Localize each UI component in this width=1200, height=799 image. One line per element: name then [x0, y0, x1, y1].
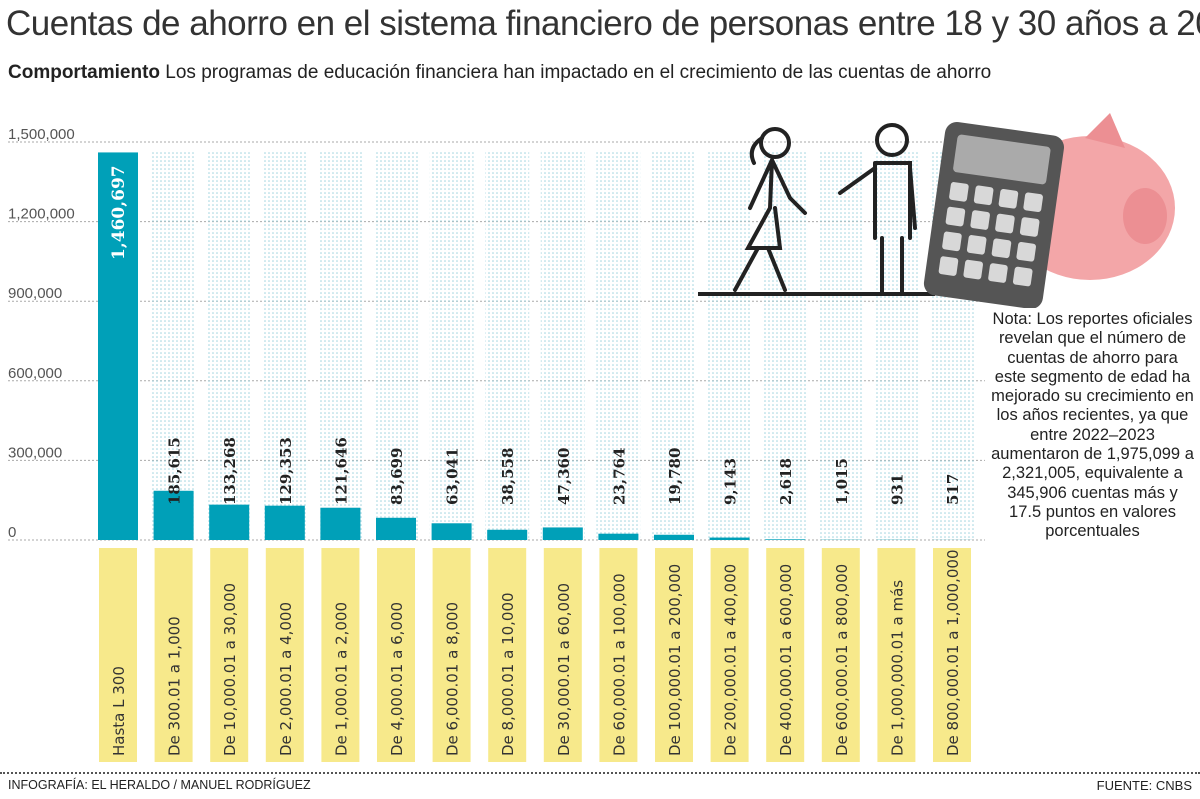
value-label: 9,143 — [722, 458, 740, 505]
page-title: Cuentas de ahorro en el sistema financie… — [6, 4, 1200, 43]
man-pointing-icon — [838, 123, 917, 295]
column-background — [652, 150, 696, 540]
category-label: De 200,000.01 a 400,000 — [722, 564, 740, 756]
category-label: Hasta L 300 — [110, 666, 128, 756]
bar — [264, 505, 305, 540]
column-background — [485, 150, 530, 540]
category-label: De 4,000.01 a 6,000 — [388, 602, 406, 756]
bar — [765, 539, 806, 540]
category-label: De 8,000.01 a 10,000 — [499, 592, 517, 756]
value-label: 121,646 — [332, 437, 350, 505]
category-label-box — [99, 548, 137, 762]
category-label-box — [210, 548, 249, 762]
subtitle-bold: Comportamiento — [8, 62, 160, 83]
footer-divider — [0, 772, 1200, 774]
column-background — [596, 150, 641, 540]
bar — [487, 529, 528, 540]
category-label: De 1,000,000.01 a más — [888, 580, 906, 756]
bar — [98, 152, 138, 540]
value-label: 517 — [944, 474, 962, 505]
bar — [320, 507, 361, 540]
value-label: 38,558 — [499, 448, 517, 505]
category-label-box — [488, 548, 527, 762]
source: FUENTE: CNBS — [1096, 778, 1192, 793]
column-background — [207, 150, 252, 540]
category-label: De 800,000.01 a 1,000,000 — [944, 550, 962, 757]
column-background — [707, 150, 752, 540]
column-background — [540, 150, 585, 540]
value-label: 83,699 — [388, 448, 406, 505]
y-tick-label: 600,000 — [8, 365, 62, 382]
column-background — [429, 150, 474, 540]
category-label-box — [432, 548, 471, 762]
category-label: De 600,000.01 a 800,000 — [833, 564, 851, 756]
subtitle: Comportamiento Los programas de educació… — [8, 62, 991, 84]
category-label-box — [599, 548, 638, 762]
category-label-box — [265, 548, 304, 762]
value-label: 47,360 — [555, 448, 573, 505]
value-label: 23,764 — [610, 448, 628, 505]
category-label-box — [821, 548, 860, 762]
category-label-box — [655, 548, 693, 762]
category-label: De 30,000.01 a 60,000 — [555, 583, 573, 756]
bar — [376, 517, 416, 540]
calculator-icon — [923, 121, 1064, 308]
value-label: 2,618 — [777, 458, 795, 505]
value-label: 1,460,697 — [109, 165, 129, 260]
category-label: De 10,000.01 a 30,000 — [221, 583, 239, 756]
y-tick-label: 0 — [8, 524, 16, 541]
y-tick-label: 1,200,000 — [8, 206, 75, 223]
category-label-box — [154, 548, 193, 762]
category-label-box — [543, 548, 582, 762]
credit: INFOGRAFÍA: EL HERALDO / MANUEL RODRÍGUE… — [8, 778, 311, 792]
bar — [542, 527, 583, 540]
woman-walking-icon — [733, 127, 807, 292]
category-label-box — [377, 548, 415, 762]
category-label: De 300.01 a 1,000 — [166, 616, 184, 756]
subtitle-text: Los programas de educación financiera ha… — [165, 62, 992, 83]
illustration — [698, 113, 1175, 308]
category-label-box — [321, 548, 360, 762]
column-background — [763, 150, 808, 540]
category-label-box — [710, 548, 749, 762]
category-label: De 400,000.01 a 600,000 — [777, 564, 795, 756]
note-text: Nota: Los reportes oficiales revelan que… — [991, 310, 1194, 541]
column-background — [151, 150, 196, 540]
column-background — [818, 150, 863, 540]
value-label: 63,041 — [444, 448, 462, 505]
value-label: 129,353 — [277, 437, 295, 505]
bar — [598, 533, 639, 540]
value-label: 19,780 — [666, 448, 684, 505]
value-label: 185,615 — [166, 437, 184, 505]
category-label: De 6,000.01 a 8,000 — [444, 602, 462, 756]
category-label: De 1,000.01 a 2,000 — [332, 602, 350, 756]
value-label: 133,268 — [221, 437, 239, 505]
column-background — [262, 150, 307, 540]
category-label-box — [933, 548, 971, 762]
category-label: De 60,000.01 a 100,000 — [610, 573, 628, 756]
bar-chart: 0 300,000 600,000 900,000 1,200,000 1,500,000… — [8, 126, 985, 762]
column-background — [318, 150, 363, 540]
category-label-box — [766, 548, 805, 762]
bar — [209, 504, 250, 540]
bar — [153, 490, 194, 540]
category-label-box — [877, 548, 916, 762]
value-label: 931 — [888, 474, 906, 505]
y-tick-label: 900,000 — [8, 285, 62, 302]
category-label: De 2,000.01 a 4,000 — [277, 602, 295, 756]
bar — [431, 523, 472, 540]
column-background — [374, 150, 418, 540]
y-tick-label: 1,500,000 — [8, 126, 75, 143]
value-label: 1,015 — [833, 458, 851, 505]
category-label: De 100,000.01 a 200,000 — [666, 564, 684, 756]
bar — [709, 537, 750, 540]
bar — [654, 534, 694, 540]
y-tick-label: 300,000 — [8, 444, 62, 461]
